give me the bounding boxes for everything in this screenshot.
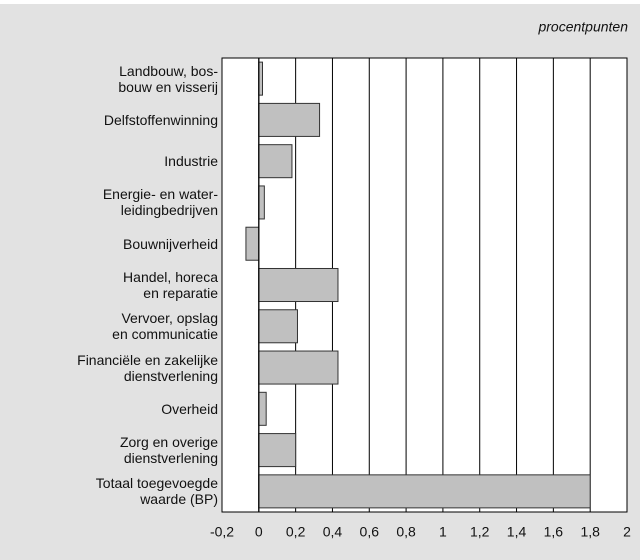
unit-label: procentpunten: [537, 19, 628, 35]
bar: [245, 226, 260, 261]
bar: [258, 267, 339, 303]
category-label: Vervoer, opslag en communicatie: [112, 310, 218, 343]
category-label: Industrie: [164, 153, 218, 170]
x-tick-label: -0,2: [210, 524, 234, 540]
x-tick-label: 0,2: [286, 524, 306, 540]
x-tick-label: 1,2: [470, 524, 490, 540]
category-label: Energie- en water- leidingbedrijven: [102, 186, 218, 219]
x-tick-label: 1,4: [507, 524, 527, 540]
category-label: Delfstoffenwinning: [103, 111, 218, 128]
bar: [258, 102, 321, 137]
category-label: Zorg en overige dienstverlening: [119, 434, 218, 467]
category-label: Financiële en zakelijke dienstverlening: [77, 351, 218, 384]
x-tick-label: 0,8: [396, 524, 416, 540]
bar: [258, 309, 298, 344]
bar: [258, 391, 267, 426]
category-label: Totaal toegevoegde waarde (BP): [95, 475, 218, 508]
bar: [258, 350, 339, 385]
category-label: Landbouw, bos- bouw en visserij: [118, 62, 218, 95]
category-label: Handel, horeca en reparatie: [123, 269, 218, 301]
bar: [258, 433, 297, 468]
category-label: Bouwnijverheid: [123, 235, 218, 252]
bar: [258, 144, 293, 179]
x-tick-label: 0,4: [323, 524, 343, 540]
bar: [258, 474, 591, 509]
x-tick-label: 0: [255, 524, 263, 540]
x-tick-label: 2: [623, 524, 631, 540]
bar: [258, 185, 265, 220]
x-tick-label: 1,8: [580, 524, 600, 540]
category-label: Overheid: [161, 400, 218, 417]
x-tick-label: 1,6: [544, 524, 564, 540]
x-tick-label: 1: [439, 524, 447, 540]
x-tick-label: 0,6: [360, 524, 380, 540]
